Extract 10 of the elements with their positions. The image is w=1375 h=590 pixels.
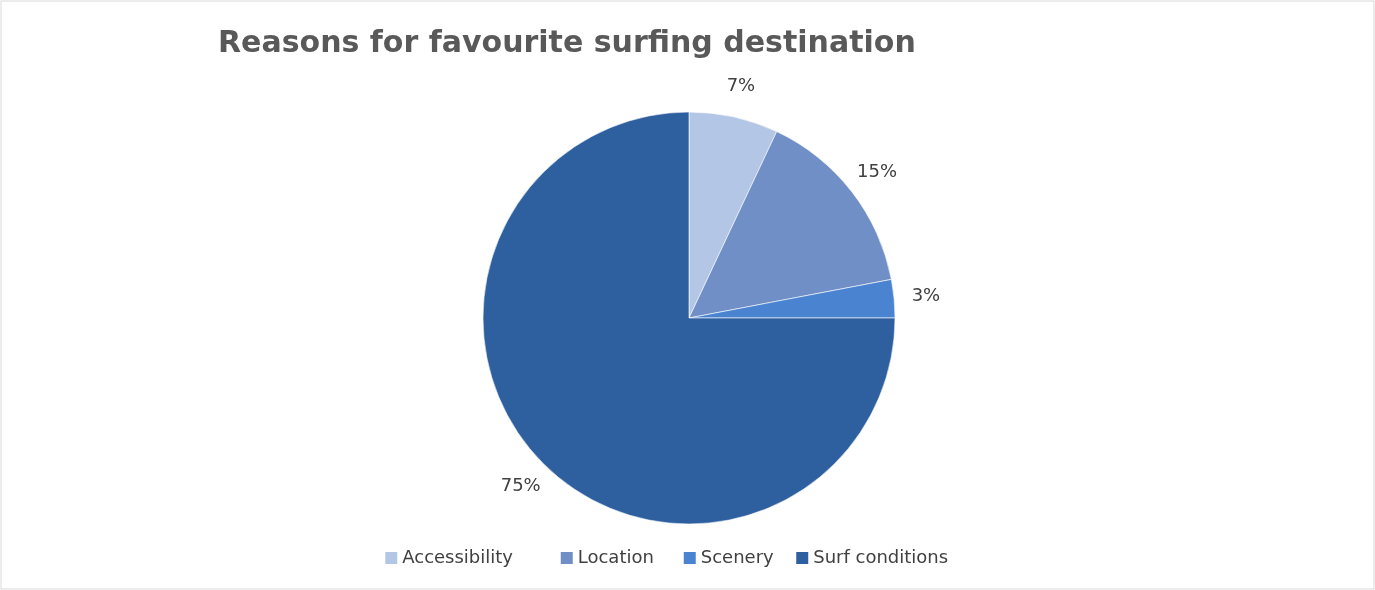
- chart-title: Reasons for favourite surfing destination: [218, 24, 916, 59]
- data-label: 75%: [500, 474, 541, 496]
- pie-slice: [482, 111, 896, 525]
- data-label: 7%: [726, 73, 756, 95]
- legend-label: Scenery: [700, 546, 775, 567]
- data-label: 15%: [857, 160, 898, 182]
- legend-label: Surf conditions: [813, 546, 949, 567]
- data-label: 3%: [911, 283, 941, 305]
- legend-label: Accessibility: [402, 546, 514, 567]
- legend-label: Location: [577, 546, 654, 567]
